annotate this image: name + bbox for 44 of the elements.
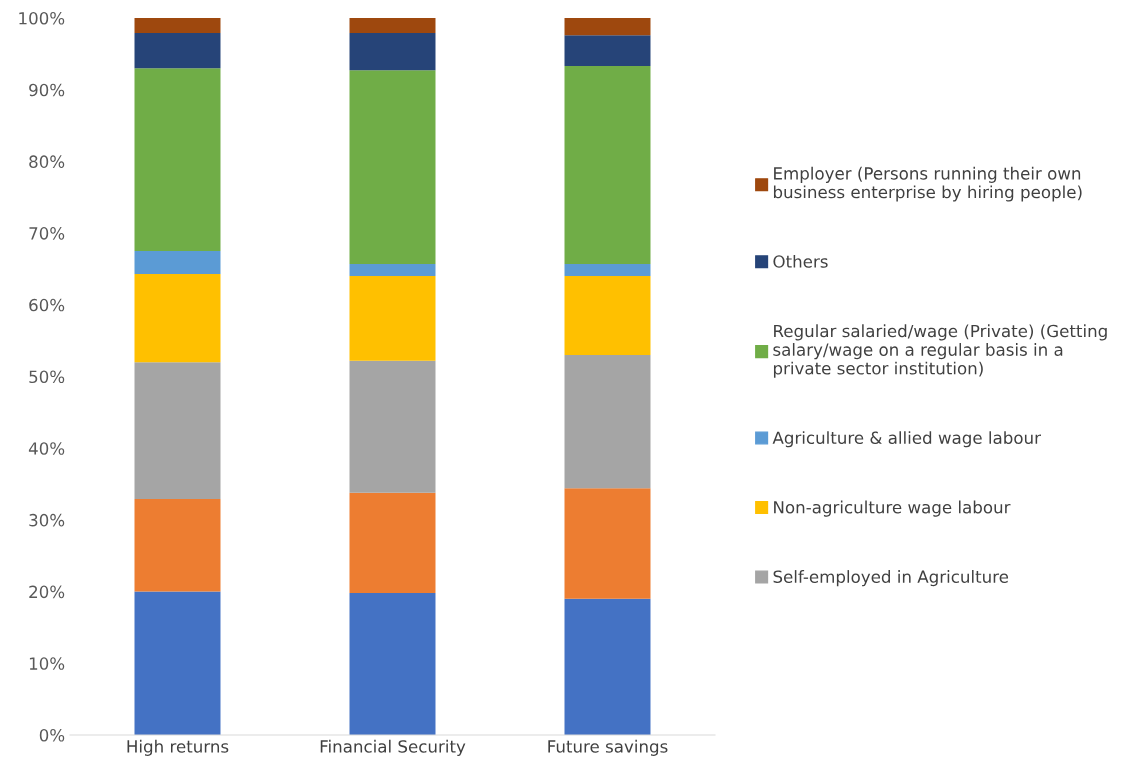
bar [564, 263, 651, 277]
bar [349, 593, 436, 735]
y-tick-label: 90% [29, 83, 65, 97]
bar [349, 18, 436, 34]
bar [564, 35, 651, 67]
bar [349, 33, 436, 71]
bar [349, 492, 436, 594]
bar [134, 18, 221, 34]
bar [564, 276, 651, 355]
legend-label: Self-employed in Agriculture [773, 570, 1009, 587]
x-tick-label: Financial Security [320, 739, 466, 756]
bar [134, 33, 221, 69]
y-tick-label: 30% [29, 513, 65, 527]
y-tick-label: 10% [29, 657, 65, 670]
bar [134, 68, 221, 252]
legend-label: Agriculture & allied wage labour [772, 431, 1041, 448]
y-tick-label: 60% [29, 298, 65, 312]
bar [134, 591, 221, 735]
y-tick-label: 80% [29, 155, 65, 168]
y-tick-label: 100% [19, 11, 65, 25]
y-tick-label: 40% [28, 442, 65, 455]
bar [349, 360, 436, 493]
y-tick-label: 70% [29, 227, 65, 240]
y-tick-label: 0% [39, 728, 65, 742]
bar [564, 18, 651, 36]
bar [564, 598, 651, 735]
bar [564, 354, 651, 489]
bar [349, 276, 436, 361]
y-tick-label: 20% [29, 585, 65, 599]
bar [349, 70, 436, 264]
bar [134, 499, 221, 592]
bar [134, 251, 221, 274]
y-tick-label: 50% [29, 370, 65, 384]
legend-label: Regular salaried/wage (Private) (Getting salary/wage on a regular basis in a private sector institution) [773, 324, 1107, 378]
bar [134, 362, 221, 500]
bar [349, 263, 436, 277]
x-tick-label: Future savings [548, 739, 668, 756]
legend-label: Non-agriculture wage labour [774, 500, 1011, 517]
legend-label: Employer (Persons running their own business enterprise by hiring people) [773, 166, 1082, 202]
bar [564, 488, 651, 599]
bar [564, 66, 651, 264]
x-tick-label: High returns [127, 739, 229, 756]
legend-label: Others [773, 254, 828, 268]
bar [134, 273, 221, 363]
